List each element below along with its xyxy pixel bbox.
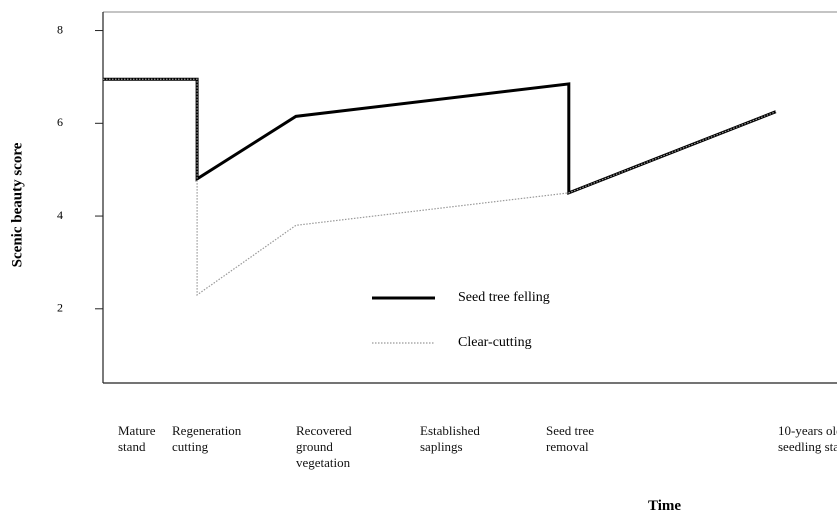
- stage-label: 10-years old seedling stand: [778, 423, 837, 454]
- y-tick-label: 8: [57, 22, 63, 36]
- series-line: [103, 78, 777, 297]
- y-tick-label: 4: [57, 208, 63, 222]
- stage-label: Regeneration cutting: [172, 423, 242, 454]
- x-axis-label: Time: [648, 498, 682, 514]
- stage-label: Seed tree removal: [546, 423, 595, 454]
- stage-label: Recovered ground vegetation: [296, 423, 352, 470]
- legend-label: Seed tree felling: [458, 290, 550, 305]
- series-line: [103, 77, 777, 196]
- y-axis-label: Scenic beauty score: [9, 142, 25, 267]
- legend-label: Clear-cutting: [458, 335, 532, 350]
- y-tick-label: 6: [57, 115, 63, 129]
- stage-label: Mature stand: [118, 423, 156, 454]
- y-tick-label: 2: [57, 301, 63, 315]
- stage-label: Established saplings: [420, 423, 480, 454]
